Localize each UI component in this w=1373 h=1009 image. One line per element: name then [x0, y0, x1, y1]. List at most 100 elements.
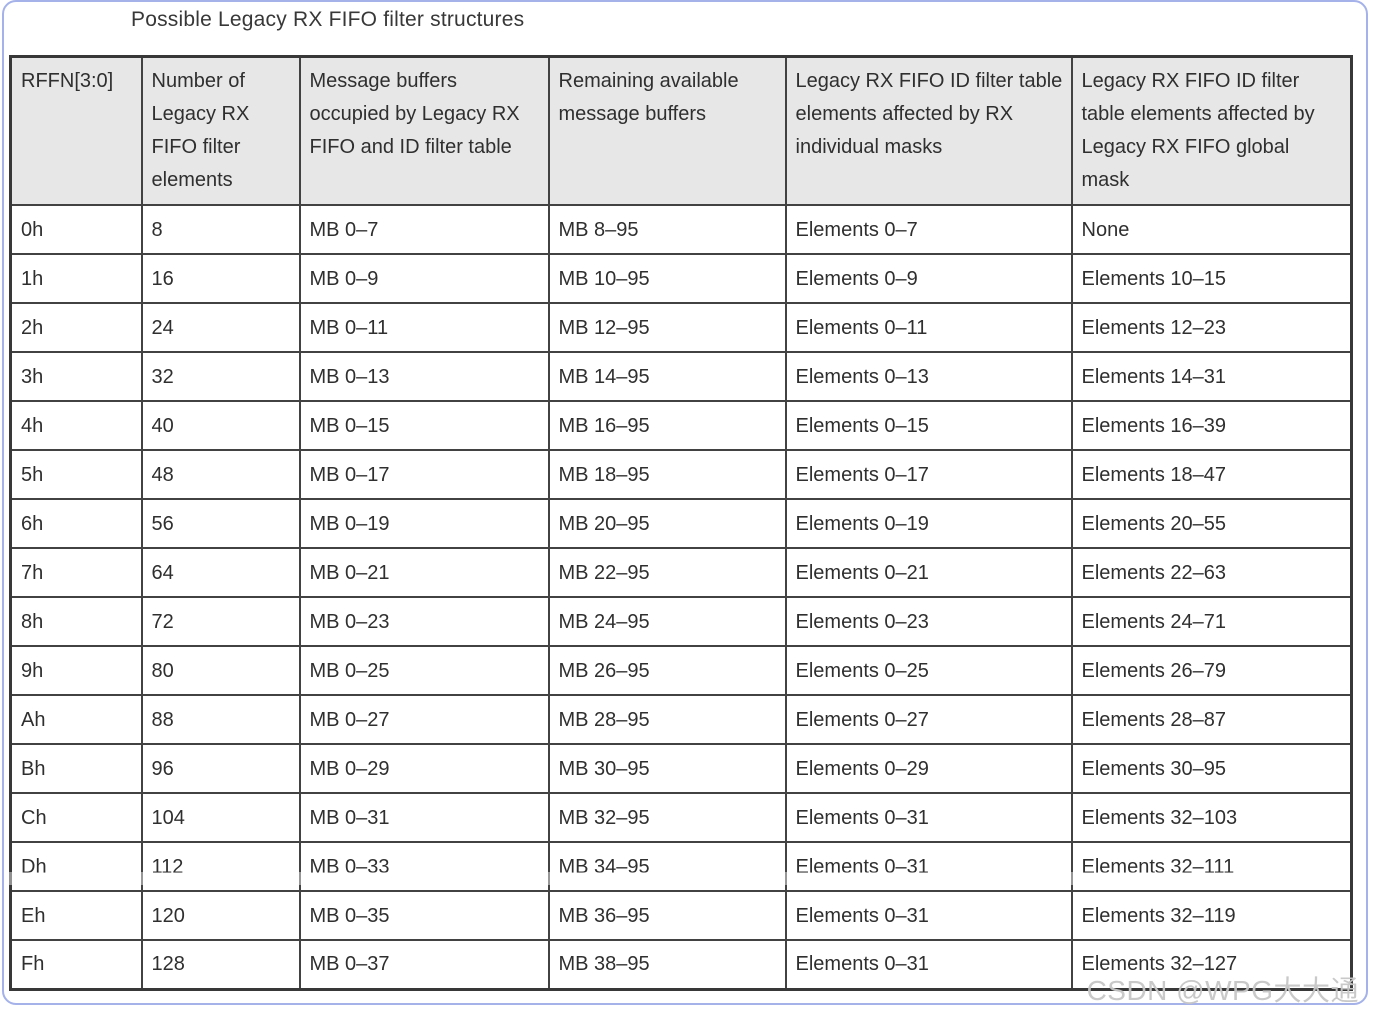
table-cell: MB 0–33 — [298, 841, 550, 892]
table-cell: 3h — [9, 351, 143, 402]
table-cell: MB 0–27 — [298, 694, 550, 745]
table-cell: MB 0–7 — [298, 204, 550, 255]
table-cell: MB 30–95 — [547, 743, 787, 794]
table-cell: MB 0–15 — [298, 400, 550, 451]
table-cell: Elements 0–29 — [784, 743, 1073, 794]
table-cell: Elements 20–55 — [1070, 498, 1353, 549]
table-cell: 120 — [140, 890, 301, 941]
table-cell: Elements 0–31 — [784, 792, 1073, 843]
table-cell: MB 0–29 — [298, 743, 550, 794]
table-cell: MB 32–95 — [547, 792, 787, 843]
table-cell: 8 — [140, 204, 301, 255]
table-cell: MB 0–11 — [298, 302, 550, 353]
table-cell: 7h — [9, 547, 143, 598]
table-cell: Elements 0–17 — [784, 449, 1073, 500]
table-cell: MB 34–95 — [547, 841, 787, 892]
table-cell: 64 — [140, 547, 301, 598]
table-cell: 16 — [140, 253, 301, 304]
table-cell: Elements 32–127 — [1070, 939, 1353, 990]
table-cell: Elements 16–39 — [1070, 400, 1353, 451]
table-cell: 6h — [9, 498, 143, 549]
table-title: Possible Legacy RX FIFO filter structure… — [131, 8, 525, 31]
legacy-rx-fifo-filter-table: RFFN[3:0] Number of Legacy RX FIFO filte… — [9, 55, 1353, 991]
table-row: Bh 96 MB 0–29 MB 30–95 Elements 0–29 Elements… — [9, 743, 1353, 794]
table-cell: 0h — [9, 204, 143, 255]
table-cell: Elements 14–31 — [1070, 351, 1353, 402]
table-cell: Bh — [9, 743, 143, 794]
table-row: Fh 128 MB 0–37 MB 38–95 Elements 0–31 Element… — [9, 939, 1353, 990]
table-cell: Elements 0–23 — [784, 596, 1073, 647]
table-row: 4h 40 MB 0–15 MB 16–95 Elements 0–15 Elements… — [9, 400, 1353, 451]
table-cell: Elements 0–27 — [784, 694, 1073, 745]
table-cell: Eh — [9, 890, 143, 941]
table-cell: MB 26–95 — [547, 645, 787, 696]
table-row: Dh 112 MB 0–33 MB 34–95 Elements 0–31 Element… — [9, 841, 1353, 892]
table-cell: 56 — [140, 498, 301, 549]
header-cell-individual-masks: Legacy RX FIFO ID filter table elements … — [784, 55, 1073, 206]
table-cell: Elements 24–71 — [1070, 596, 1353, 647]
table-cell: Elements 10–15 — [1070, 253, 1353, 304]
table-cell: 80 — [140, 645, 301, 696]
table-cell: MB 0–23 — [298, 596, 550, 647]
table-cell: Elements 18–47 — [1070, 449, 1353, 500]
table-cell: 104 — [140, 792, 301, 843]
table-cell: MB 10–95 — [547, 253, 787, 304]
table-cell: 4h — [9, 400, 143, 451]
table-cell: MB 24–95 — [547, 596, 787, 647]
table-cell: 40 — [140, 400, 301, 451]
table-row: Ch 104 MB 0–31 MB 32–95 Elements 0–31 Element… — [9, 792, 1353, 843]
table-cell: Ch — [9, 792, 143, 843]
table-cell: MB 0–35 — [298, 890, 550, 941]
table-row: 5h 48 MB 0–17 MB 18–95 Elements 0–17 Elements… — [9, 449, 1353, 500]
table-row: 9h 80 MB 0–25 MB 26–95 Elements 0–25 Elements… — [9, 645, 1353, 696]
table-cell: MB 22–95 — [547, 547, 787, 598]
table-cell: Elements 26–79 — [1070, 645, 1353, 696]
table-cell: Elements 22–63 — [1070, 547, 1353, 598]
table-cell: MB 12–95 — [547, 302, 787, 353]
table-cell: Dh — [9, 841, 143, 892]
table-body: 0h 8 MB 0–7 MB 8–95 Elements 0–7 None 1h 16 MB 0… — [9, 204, 1353, 990]
table-cell: 112 — [140, 841, 301, 892]
table-cell: 9h — [9, 645, 143, 696]
table-cell: 1h — [9, 253, 143, 304]
table-cell: MB 0–13 — [298, 351, 550, 402]
table-row: 7h 64 MB 0–21 MB 22–95 Elements 0–21 Elements… — [9, 547, 1353, 598]
table-cell: 48 — [140, 449, 301, 500]
header-row: RFFN[3:0] Number of Legacy RX FIFO filte… — [9, 55, 1353, 206]
table-cell: MB 0–19 — [298, 498, 550, 549]
table-cell: MB 36–95 — [547, 890, 787, 941]
table-cell: 128 — [140, 939, 301, 990]
table-cell: Fh — [9, 939, 143, 990]
table-cell: Elements 0–9 — [784, 253, 1073, 304]
header-cell-num-elements: Number of Legacy RX FIFO filter elements — [140, 55, 301, 206]
table-cell: Elements 32–119 — [1070, 890, 1353, 941]
table-cell: Elements 0–25 — [784, 645, 1073, 696]
table-cell: MB 20–95 — [547, 498, 787, 549]
table-cell: MB 0–31 — [298, 792, 550, 843]
table-cell: Elements 0–19 — [784, 498, 1073, 549]
table-cell: Elements 32–111 — [1070, 841, 1353, 892]
csdn-watermark: CSDN @WPG大大通 — [1086, 975, 1359, 1006]
table-cell: 24 — [140, 302, 301, 353]
table-cell: MB 0–9 — [298, 253, 550, 304]
table-cell: MB 18–95 — [547, 449, 787, 500]
header-cell-global-mask: Legacy RX FIFO ID filter table elements … — [1070, 55, 1353, 206]
table-cell: 88 — [140, 694, 301, 745]
table-header: RFFN[3:0] Number of Legacy RX FIFO filte… — [9, 55, 1353, 206]
table-row: 3h 32 MB 0–13 MB 14–95 Elements 0–13 Elements… — [9, 351, 1353, 402]
table-cell: MB 0–17 — [298, 449, 550, 500]
table-cell: Elements 30–95 — [1070, 743, 1353, 794]
table-cell: MB 28–95 — [547, 694, 787, 745]
table-cell: Elements 0–13 — [784, 351, 1073, 402]
table-cell: MB 0–37 — [298, 939, 550, 990]
table-cell: MB 8–95 — [547, 204, 787, 255]
table-cell: 5h — [9, 449, 143, 500]
table-row: 8h 72 MB 0–23 MB 24–95 Elements 0–23 Elements… — [9, 596, 1353, 647]
table-cell: 2h — [9, 302, 143, 353]
table-cell: Elements 32–103 — [1070, 792, 1353, 843]
table-row: 0h 8 MB 0–7 MB 8–95 Elements 0–7 None — [9, 204, 1353, 255]
table-cell: 32 — [140, 351, 301, 402]
table-cell: Elements 0–31 — [784, 841, 1073, 892]
table-row: 1h 16 MB 0–9 MB 10–95 Elements 0–9 Elements 1… — [9, 253, 1353, 304]
table-cell: Ah — [9, 694, 143, 745]
